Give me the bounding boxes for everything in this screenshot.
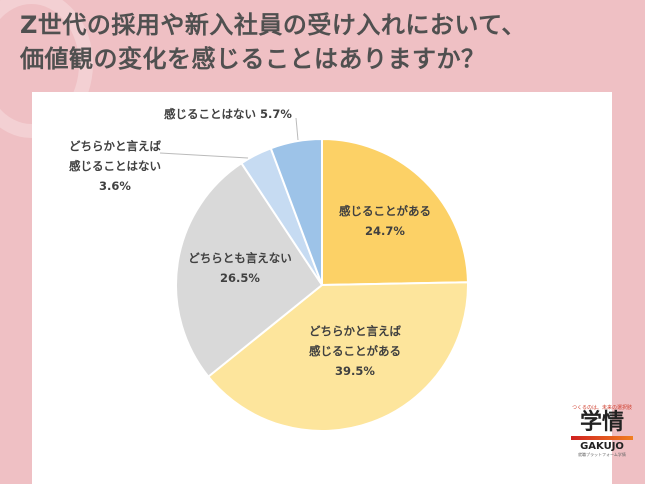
logo-bar [571,436,633,440]
slice-label-0: 感じることがある [339,204,431,218]
leader-line-3 [159,152,249,159]
slice-label-1: どちらかと言えば [309,324,401,338]
pie-slice-4 [269,137,323,286]
slice-label-3: どちらかと言えば [69,139,161,153]
pie-slice-2 [175,161,324,379]
slice-label-3: 感じることはない [69,159,161,173]
title-line-1: Z世代の採用や新入社員の受け入れにおいて、 [20,11,526,39]
logo-kanji: 学情 [579,410,624,435]
slice-label-4: 感じることはない 5.7% [164,107,292,121]
slice-label-2: どちらとも言えない [188,251,292,265]
logo-tagline: つくるのは、未来の選択肢 [572,405,632,411]
gakujo-logo: つくるのは、未来の選択肢 学情 GAKUJO 就職プラットフォーム学情 [567,404,637,458]
logo-latin: GAKUJO [580,441,624,452]
data-label-2: 26.5% [220,271,260,285]
data-label-3: 3.6% [99,179,131,193]
leader-line-4 [295,117,299,141]
logo-sub: 就職プラットフォーム学情 [578,452,626,457]
slice-label-1: 感じることがある [309,344,401,358]
pie-slice-0 [321,137,469,287]
title-line-2: 価値観の変化を感じることはありますか？ [20,45,486,73]
pie-slice-1 [206,281,469,432]
data-label-0: 24.7% [365,224,405,238]
chart-title: Z世代の採用や新入社員の受け入れにおいて、 価値観の変化を感じることはありますか… [20,8,526,76]
data-label-1: 39.5% [335,364,375,378]
